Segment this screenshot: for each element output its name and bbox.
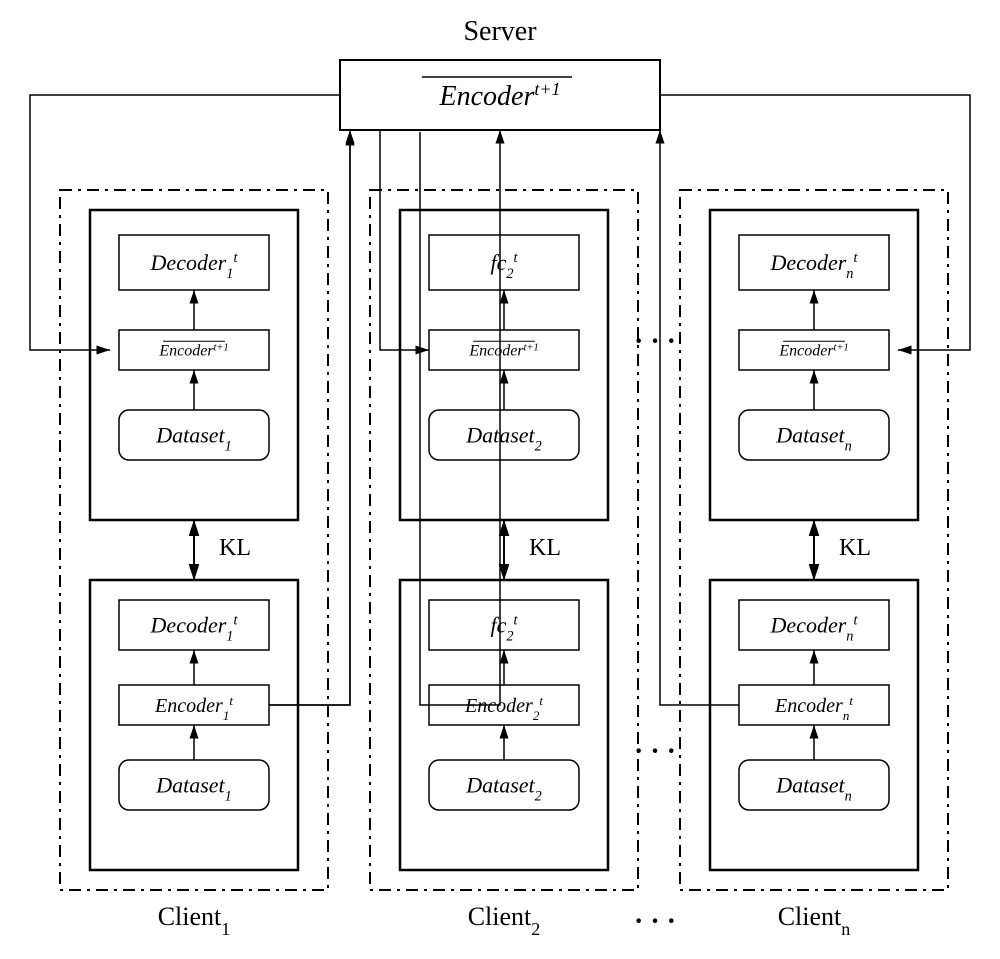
- kl-label: KL: [529, 535, 561, 561]
- ellipsis: · · ·: [634, 326, 676, 357]
- kl-label: KL: [839, 535, 871, 561]
- server-label: Server: [463, 16, 537, 47]
- connector: [380, 130, 429, 350]
- client-label: Client1: [158, 902, 231, 939]
- ellipsis: · · ·: [634, 906, 676, 937]
- upload-connector: [269, 130, 350, 705]
- connector: [30, 95, 340, 350]
- kl-label: KL: [219, 535, 251, 561]
- ellipsis: · · ·: [634, 736, 676, 767]
- upload-connector: [660, 130, 739, 705]
- connector: [420, 132, 429, 705]
- connector: [660, 95, 970, 350]
- client-label: Client2: [468, 902, 541, 939]
- diagram-svg: ServerEncodert+1Decoder1tEncodert+1Datas…: [0, 0, 1000, 959]
- client-label: Clientn: [778, 902, 851, 939]
- connector: [269, 132, 350, 705]
